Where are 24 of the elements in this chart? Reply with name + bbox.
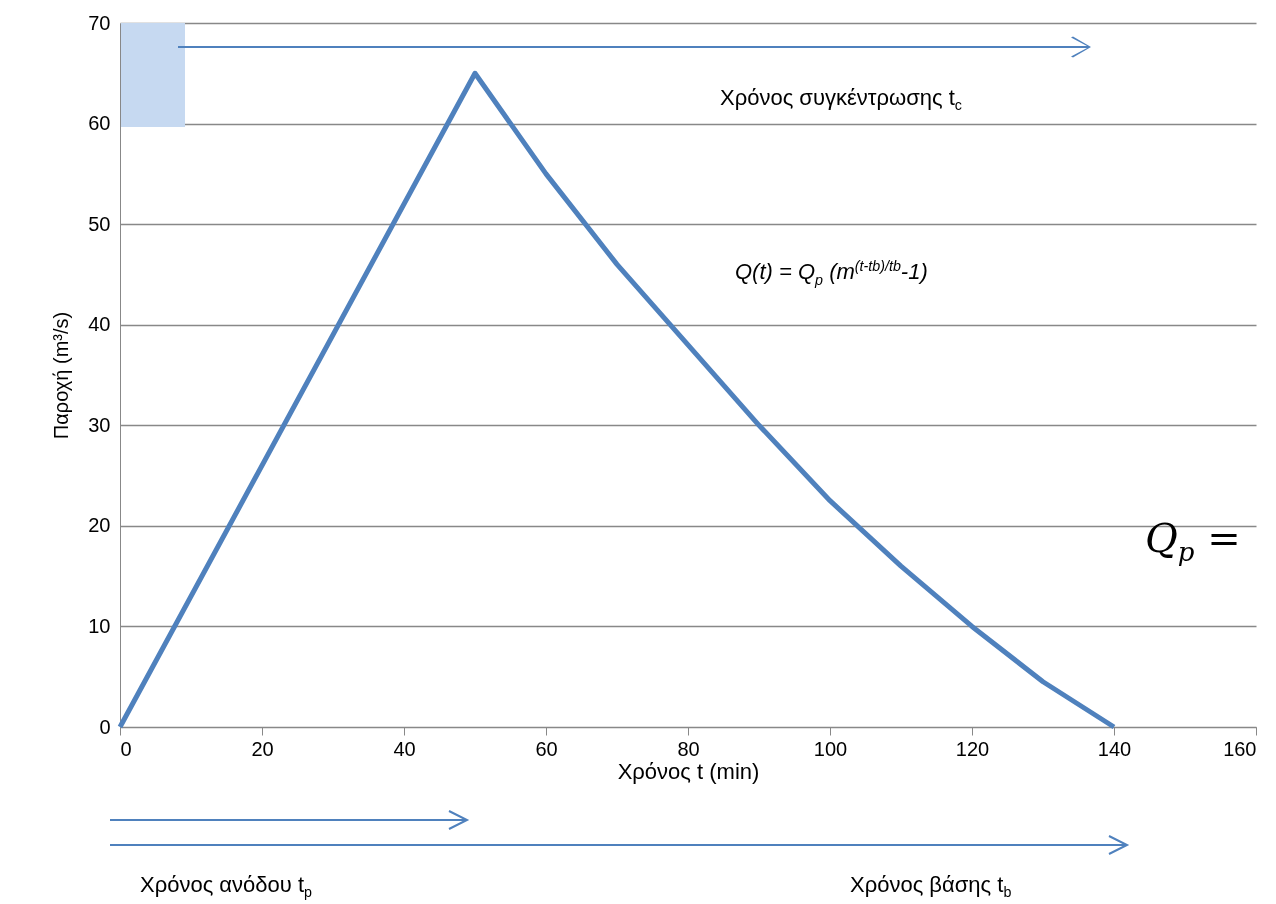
y-tick-label: 30	[88, 413, 111, 436]
annotation: Χρόνος συγκέντρωσης t$_{c}$	[720, 85, 962, 114]
y-tick-label: 20	[88, 514, 111, 537]
x-tick-label: 140	[1097, 737, 1132, 760]
x-tick-label: 60	[535, 737, 558, 760]
y-tick-label: 60	[88, 112, 111, 135]
x-tick-label: 20	[251, 737, 274, 760]
x-tick-label: 40	[393, 737, 416, 760]
y-tick-label: 40	[88, 313, 111, 336]
y-tick-label: 0	[99, 715, 111, 738]
text: Χρόνος βάσης t$_{b}$	[850, 872, 1012, 901]
x-tick-label: 160	[1223, 737, 1257, 760]
x-tick-label: 80	[677, 737, 700, 760]
x-tick-label: 120	[955, 737, 990, 760]
y-tick-label: 50	[88, 212, 111, 235]
x-axis-title: Χρόνος t (min)	[617, 758, 760, 784]
y-axis-title: Παροχή (m³/s)	[50, 311, 73, 440]
annotation: Q$_{p}$ =	[1145, 515, 1241, 567]
x-tick-label: 0	[120, 737, 132, 760]
text: Χρόνος ανόδου t$_{p}$	[140, 872, 313, 901]
x-tick-label: 100	[813, 737, 848, 760]
y-tick-label: 10	[88, 614, 111, 637]
y-tick-label: 70	[88, 11, 111, 34]
annotation: Q(t) = Q$_{p}$ (m$^{(t-tb)/tb}$-1)	[735, 258, 928, 288]
